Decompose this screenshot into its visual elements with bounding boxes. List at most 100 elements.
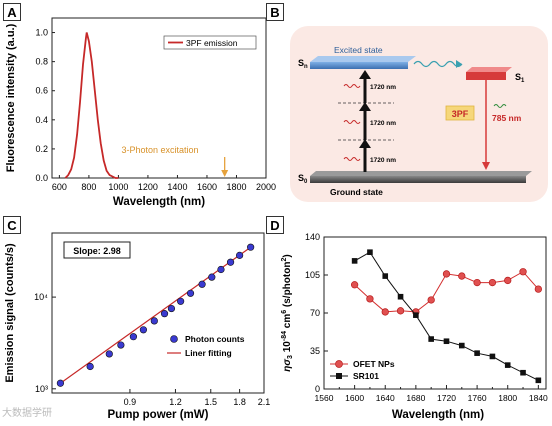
panel-d-point-sr101 xyxy=(489,353,496,360)
panel-d-point-ofet xyxy=(519,268,527,276)
panel-a-xtick-label: 1400 xyxy=(167,182,187,192)
ground-state-bar xyxy=(310,176,526,183)
panel-a-xtick-label: 800 xyxy=(81,182,96,192)
panel-c-legend-points: Photon counts xyxy=(185,334,245,344)
panel-c-data-point xyxy=(86,362,94,371)
panel-a-arrow-head xyxy=(221,170,229,177)
panel-d-point-sr101 xyxy=(443,338,450,345)
photon-label-1: 1720 nm xyxy=(370,157,396,164)
panel-c-legend-line: Liner fitting xyxy=(185,348,232,358)
panel-d-point-ofet xyxy=(488,278,497,287)
ground-state-bar-top xyxy=(310,171,532,176)
panel-d-chart: 1560 1600 1640 1680 1720 1760 1800 1840 0 35 70 105… xyxy=(281,232,548,421)
panel-d-point-sr101 xyxy=(397,293,404,300)
ground-state-label: Ground state xyxy=(330,187,383,197)
panel-c-xtick-label: 1.5 xyxy=(205,397,218,407)
panel-a-xtick-label: 1800 xyxy=(226,182,246,192)
s1-bar xyxy=(466,72,506,80)
panel-d-point-sr101 xyxy=(382,273,389,279)
panel-d-point-sr101 xyxy=(367,249,373,255)
panel-c-data-point xyxy=(105,350,113,358)
panel-d-point-ofet xyxy=(381,308,389,316)
process-box xyxy=(445,105,475,121)
panel-label-d: D xyxy=(266,216,284,234)
panel-c-data-point xyxy=(226,258,235,266)
panel-c-legend: Photon counts Liner fitting xyxy=(167,334,245,358)
panel-d-xlabel: Wavelength (nm) xyxy=(392,409,484,421)
panel-c-data-point xyxy=(129,333,138,341)
panel-c-data-point xyxy=(247,243,255,251)
process-label: 3PF xyxy=(452,109,469,119)
excited-state-bar xyxy=(310,56,416,62)
panel-d-ytick-label: 140 xyxy=(305,232,320,242)
panel-d-point-sr101 xyxy=(474,350,480,356)
panel-d-xtick-label: 1800 xyxy=(498,393,517,403)
panel-a-ytick-label: 0.6 xyxy=(35,86,48,96)
panel-c-data-point xyxy=(208,273,216,281)
panel-d-point-sr101 xyxy=(458,342,465,349)
panel-a-axes-frame xyxy=(51,17,267,179)
photon-wave-3 xyxy=(343,84,361,88)
panel-c-data-point xyxy=(217,265,225,274)
panel-c-data-point xyxy=(198,280,206,288)
panel-d-xtick-label: 1760 xyxy=(468,393,487,403)
panel-d-point-ofet xyxy=(442,270,451,278)
panel-a-legend: 3PF emission xyxy=(163,35,257,50)
panel-a-xtick-label: 1000 xyxy=(108,182,128,192)
panel-d-legend: OFET NPs SR101 xyxy=(330,359,395,381)
panel-c-data-point xyxy=(186,289,195,297)
panel-d-point-ofet xyxy=(534,285,542,293)
photon-wave-1 xyxy=(343,157,361,161)
panel-c-data-point xyxy=(160,310,169,318)
excited-state-label: Excited state xyxy=(334,45,383,55)
panel-a-ytick-label: 0.2 xyxy=(35,144,48,154)
panel-a-emission-curve xyxy=(64,32,119,179)
panel-a-xtick-label: 1200 xyxy=(138,182,158,192)
panel-d-ytick-label: 0 xyxy=(315,384,320,394)
panel-c-ytick-label: 10⁴ xyxy=(34,292,48,302)
s1-bar-top xyxy=(466,67,512,72)
panel-a-ytick-label: 1.0 xyxy=(35,28,48,38)
panel-d-xtick-label: 1640 xyxy=(376,393,395,403)
panel-d-legend-ofet: OFET NPs xyxy=(353,359,395,369)
panel-c-slope-box: Slope: 2.98 xyxy=(63,241,131,259)
panel-a-xtick-label: 600 xyxy=(52,182,67,192)
panel-d-series-line-ofet xyxy=(354,271,539,313)
excitation-arrow-head-3 xyxy=(359,70,371,79)
panel-d-legend-sr101: SR101 xyxy=(353,371,379,381)
panel-d-ytick-label: 105 xyxy=(305,270,320,280)
panel-label-c: C xyxy=(3,216,21,234)
panel-c-xtick-label: 1.8 xyxy=(233,397,246,407)
panel-label-a: A xyxy=(3,3,21,21)
panel-c-ylabel: Emission signal (counts/s) xyxy=(4,243,16,383)
panel-c-xtick-label: 0.9 xyxy=(124,397,137,407)
panel-c-data-point xyxy=(56,379,65,387)
panel-c-data-point xyxy=(177,297,185,305)
excited-state-bar-front xyxy=(310,62,408,69)
panel-d-point-ofet xyxy=(350,281,359,289)
panel-a-ylabel: Fluorescence intensity (a.u.) xyxy=(5,23,17,172)
emission-wave xyxy=(493,104,507,108)
panel-label-b: B xyxy=(266,3,284,21)
relaxation-wave xyxy=(413,60,463,68)
panel-a-ytick-label: 0.8 xyxy=(35,57,48,67)
watermark: 大数据学研 xyxy=(2,408,52,419)
panel-d-xtick-label: 1680 xyxy=(406,393,425,403)
panel-d-ytick-label: 35 xyxy=(310,346,320,356)
panel-c-slope-label: Slope: 2.98 xyxy=(73,246,121,256)
panel-d-point-sr101 xyxy=(413,312,419,318)
photon-wave-2 xyxy=(343,120,361,124)
panel-d-point-sr101 xyxy=(520,369,526,376)
panel-c-xtick-label: 2.1 xyxy=(258,397,271,407)
panel-d-ylabel: ησ3 10-84 cm6 (s/photon2) xyxy=(281,254,294,371)
excitation-arrow-head-2 xyxy=(359,102,371,111)
panel-d-xtick-label: 1720 xyxy=(437,393,456,403)
panel-a-xtick-label: 2000 xyxy=(256,182,276,192)
panel-d-ytick-label: 70 xyxy=(310,308,320,318)
photon-label-2: 1720 nm xyxy=(370,120,396,127)
s0-label: S0 xyxy=(298,173,308,185)
panel-c-xtick-label: 1.2 xyxy=(169,397,182,407)
panel-b-diagram: Excited state Sn S1 S0 Ground state 1720… xyxy=(290,26,548,202)
panel-c-xlabel: Pump power (mW) xyxy=(108,409,209,421)
photon-label-3: 1720 nm xyxy=(370,84,396,91)
